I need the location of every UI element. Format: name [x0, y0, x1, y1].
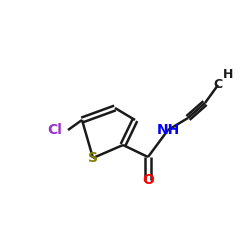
Text: H: H [223, 68, 233, 82]
Text: NH: NH [156, 123, 180, 137]
Text: O: O [142, 173, 154, 187]
Text: S: S [88, 151, 98, 165]
Text: C: C [214, 78, 222, 92]
Text: Cl: Cl [48, 123, 62, 137]
